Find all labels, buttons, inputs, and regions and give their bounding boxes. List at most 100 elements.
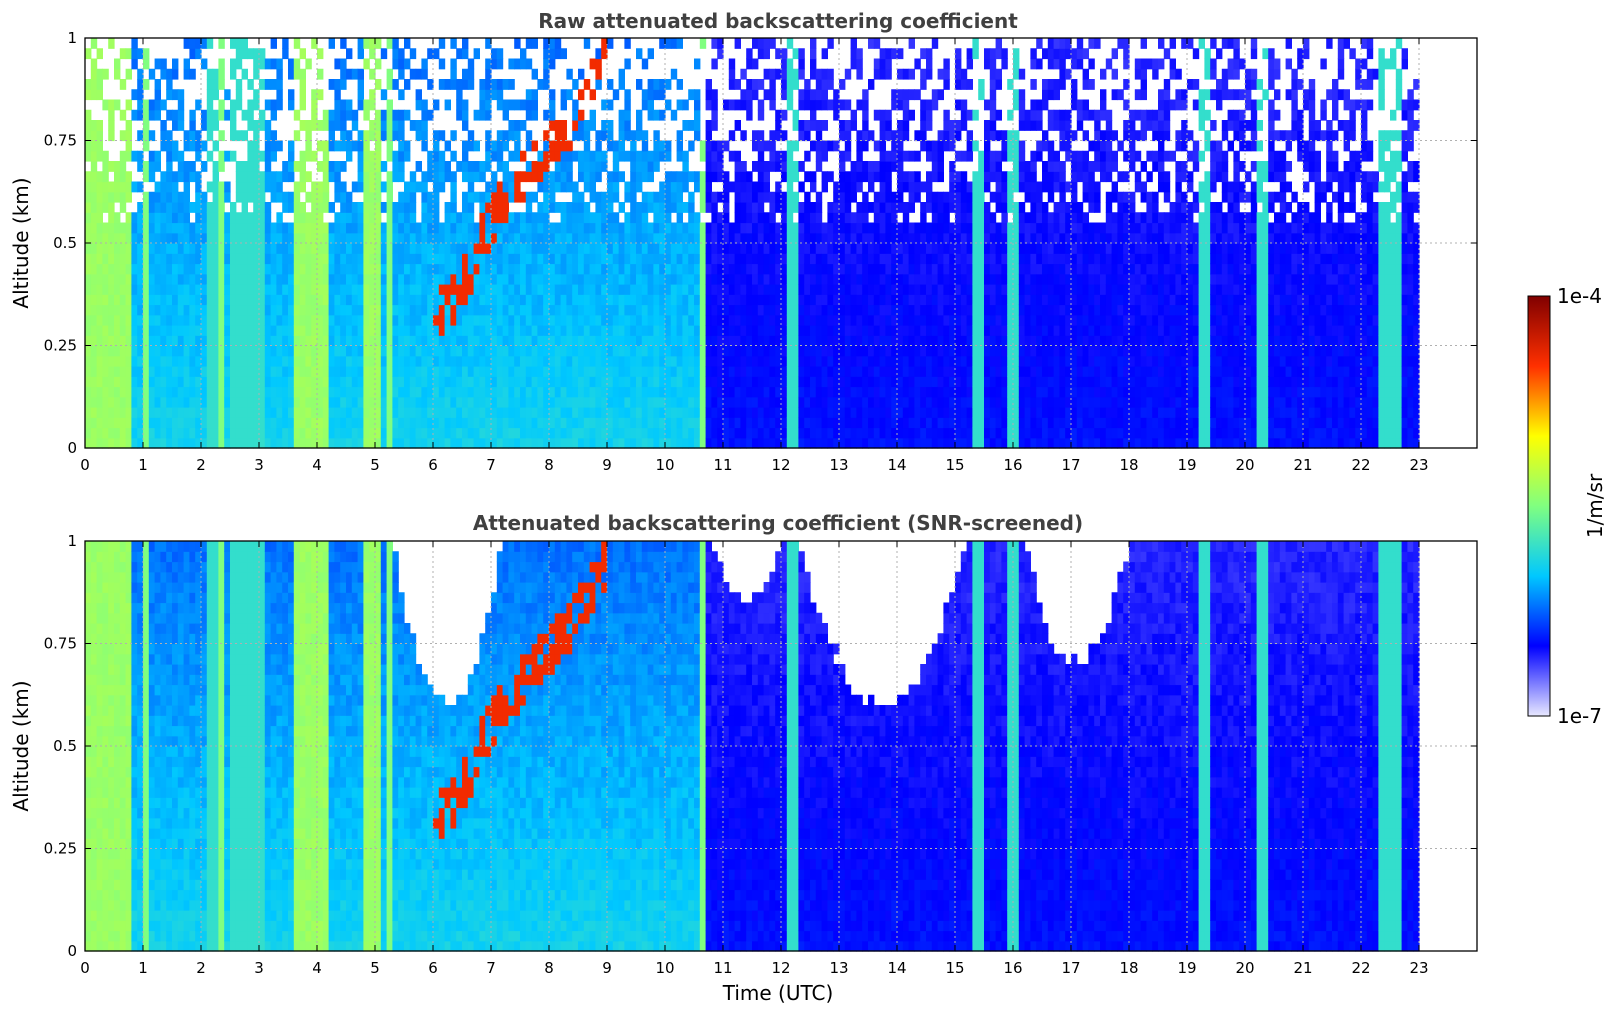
heatmap-cell [757, 335, 765, 347]
heatmap-cell [206, 202, 214, 213]
heatmap-cell [757, 294, 765, 306]
heatmap-cell [154, 407, 161, 418]
heatmap-cell [926, 243, 933, 254]
heatmap-cell [711, 212, 718, 224]
heatmap-cell [850, 355, 857, 367]
heatmap-cell [264, 304, 272, 316]
heatmap-cell [624, 304, 631, 316]
heatmap-cell [427, 366, 434, 377]
heatmap-cell [160, 407, 167, 418]
heatmap-cell [148, 314, 156, 326]
heatmap-cell [496, 376, 504, 388]
heatmap-cell [438, 232, 446, 244]
heatmap-cell [734, 417, 741, 429]
heatmap-cell [305, 335, 312, 347]
heatmap-cell [566, 284, 573, 295]
heatmap-cell [833, 181, 840, 193]
heatmap-cell [154, 109, 161, 121]
heatmap-cell [224, 89, 231, 101]
heatmap-cell [473, 335, 480, 347]
heatmap-cell [618, 355, 625, 367]
heatmap-cell [839, 427, 846, 439]
heatmap-cell [427, 417, 434, 429]
heatmap-cell [369, 222, 376, 234]
heatmap-cell [479, 202, 486, 213]
heatmap-cell [804, 345, 811, 357]
heatmap-cell [786, 263, 794, 275]
heatmap-cell [589, 120, 596, 131]
heatmap-cell [897, 171, 904, 183]
heatmap-cell [293, 427, 301, 439]
heatmap-cell [589, 314, 596, 326]
heatmap-cell [659, 232, 666, 244]
heatmap-cell [189, 386, 196, 398]
heatmap-cell [305, 355, 312, 367]
heatmap-cell [357, 314, 364, 326]
heatmap-cell [166, 376, 173, 388]
heatmap-cell [549, 222, 556, 234]
heatmap-cell [166, 263, 173, 275]
heatmap-cell [972, 376, 979, 388]
heatmap-cell [949, 407, 956, 418]
heatmap-cell [804, 407, 811, 418]
heatmap-cell [676, 79, 683, 90]
heatmap-cell [137, 355, 144, 367]
heatmap-cell [85, 120, 92, 131]
heatmap-cell [241, 407, 248, 418]
heatmap-cell [659, 253, 666, 265]
heatmap-cell [798, 181, 805, 193]
heatmap-cell [757, 99, 765, 111]
heatmap-cell [450, 355, 457, 367]
heatmap-cell [311, 202, 318, 213]
heatmap-cell [728, 314, 736, 326]
heatmap-cell [125, 325, 132, 336]
heatmap-cell [711, 304, 718, 316]
heatmap-cell [496, 314, 504, 326]
heatmap-cell [172, 58, 179, 70]
heatmap-cell [688, 355, 695, 367]
heatmap-cell [386, 202, 393, 213]
heatmap-cell [392, 202, 399, 213]
heatmap-cell [670, 38, 678, 49]
heatmap-cell [154, 263, 161, 275]
heatmap-cell [467, 345, 475, 357]
heatmap-cell [90, 304, 98, 316]
heatmap-cell [450, 345, 457, 357]
heatmap-cell [201, 396, 208, 408]
heatmap-cell [212, 222, 219, 234]
heatmap-cell [317, 191, 324, 203]
heatmap-cell [137, 79, 144, 90]
heatmap-cell [833, 222, 840, 234]
heatmap-cell [792, 294, 799, 306]
heatmap-cell [607, 181, 614, 193]
heatmap-cell [694, 314, 701, 326]
heatmap-cell [270, 325, 277, 336]
heatmap-cell [931, 191, 939, 203]
heatmap-cell [114, 253, 121, 265]
heatmap-cell [746, 191, 753, 203]
heatmap-cell [960, 417, 968, 429]
heatmap-cell [230, 366, 237, 377]
heatmap-cell [305, 150, 312, 162]
heatmap-cell [937, 335, 944, 347]
heatmap-cell [641, 171, 649, 183]
heatmap-cell [891, 253, 898, 265]
heatmap-cell [833, 253, 840, 265]
heatmap-cell [96, 345, 103, 357]
heatmap-cell [125, 68, 132, 80]
heatmap-cell [270, 79, 277, 90]
heatmap-cell [299, 386, 306, 398]
heatmap-cell [752, 38, 759, 49]
heatmap-cell [618, 202, 625, 213]
heatmap-cell [502, 417, 509, 429]
heatmap-cell [479, 396, 486, 408]
heatmap-cell [363, 437, 370, 449]
heatmap-cell [183, 366, 190, 377]
heatmap-cell [966, 222, 973, 234]
heatmap-cell [902, 171, 910, 183]
heatmap-cell [456, 273, 463, 285]
heatmap-cell [647, 437, 654, 449]
heatmap-cell [746, 99, 753, 111]
heatmap-cell [566, 202, 573, 213]
heatmap-cell [363, 232, 370, 244]
